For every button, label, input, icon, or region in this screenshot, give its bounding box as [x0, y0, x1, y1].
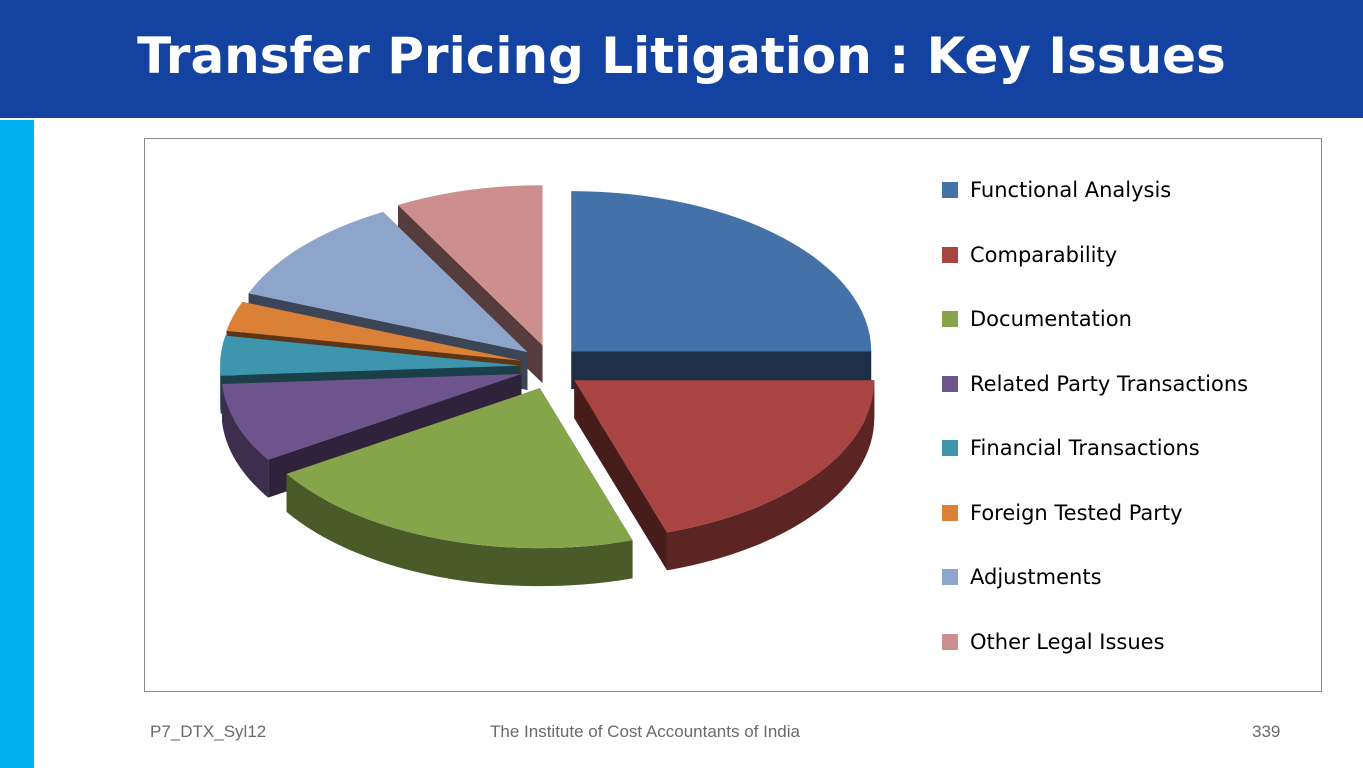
legend-swatch [942, 182, 958, 198]
legend-item: Financial Transactions [942, 433, 1200, 463]
pie-slice-top [398, 185, 543, 346]
pie-slice-rim [666, 380, 875, 571]
legend-item: Foreign Tested Party [942, 498, 1183, 528]
pie-slice-rim [286, 473, 633, 587]
pie-slice-functional-analysis [571, 191, 872, 390]
legend-swatch [942, 633, 958, 650]
chart-area: Functional Analysis Comparability Document… [144, 138, 1322, 692]
page-number: 339 [1252, 722, 1281, 741]
pie-slice-comparability [574, 380, 875, 571]
pie-slice-top [571, 191, 872, 352]
legend-swatch [942, 311, 958, 327]
pie-chart [220, 185, 875, 587]
legend-label: Adjustments [970, 565, 1102, 589]
pie-slice-top [226, 301, 522, 361]
legend-swatch [942, 246, 958, 263]
title-bar: Transfer Pricing Litigation : Key Issues [0, 0, 1363, 118]
footer-code: P7_DTX_Syl12 [150, 722, 267, 741]
legend-label: Related Party Transactions [970, 371, 1249, 396]
pie-slice-rim [222, 383, 269, 498]
footer-institute: The Institute of Cost Accountants of Ind… [490, 722, 800, 741]
legend-label: Financial Transactions [970, 436, 1200, 460]
legend-swatch [942, 375, 958, 392]
legend-item: Related Party Transactions [942, 369, 1248, 399]
legend-swatch [942, 569, 958, 585]
slide-title: Transfer Pricing Litigation : Key Issues [137, 27, 1226, 85]
pie-slice-wall [571, 351, 872, 390]
legend-label: Foreign Tested Party [970, 500, 1183, 525]
legend-item: Other Legal Issues [942, 627, 1165, 657]
pie-slice-top [286, 388, 633, 549]
legend-swatch [942, 504, 958, 521]
legend-item: Documentation [942, 304, 1132, 334]
legend-label: Comparability [970, 242, 1118, 267]
legend-swatch [942, 440, 958, 456]
legend-item: Functional Analysis [942, 175, 1171, 205]
pie-slice-top [220, 335, 521, 376]
pie-slice-top [248, 211, 528, 353]
pie-slice-rim [220, 365, 221, 414]
legend-label: Functional Analysis [970, 178, 1172, 202]
legend-label: Documentation [970, 307, 1132, 331]
pie-slice-top [574, 380, 875, 533]
pie-slice-top [222, 373, 522, 460]
legend-label: Other Legal Issues [970, 629, 1165, 654]
pie-slice-wall [574, 380, 667, 571]
legend-item: Comparability [942, 240, 1117, 270]
side-accent-bar [0, 120, 34, 768]
pie-slice-documentation [286, 388, 633, 587]
legend-item: Adjustments [942, 562, 1102, 592]
